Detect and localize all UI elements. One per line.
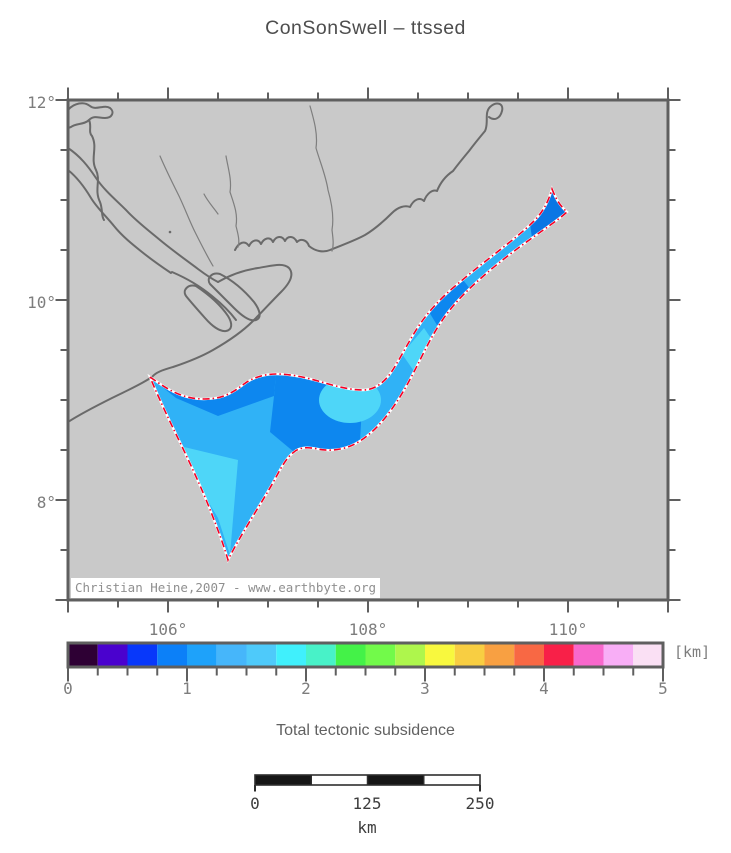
colorbar-segment bbox=[514, 643, 544, 667]
map-background bbox=[68, 100, 668, 600]
lon-label-108: 108° bbox=[348, 620, 388, 639]
scalebar-label-125: 125 bbox=[352, 794, 382, 813]
delta-channel-island bbox=[183, 284, 233, 333]
colorbar-segment bbox=[454, 643, 485, 667]
colorbar-tick-label-3: 3 bbox=[420, 679, 430, 698]
colorbar-segment bbox=[246, 643, 277, 667]
colorbar-segment bbox=[365, 643, 396, 667]
colorbar-segment bbox=[187, 643, 217, 667]
figure-title: ConSonSwell – ttssed bbox=[265, 17, 466, 39]
scalebar-segment bbox=[423, 775, 480, 785]
delta-channel bbox=[171, 271, 237, 321]
colorbar-segment bbox=[603, 643, 634, 667]
scalebar-label-250: 250 bbox=[465, 794, 495, 813]
colorbar-tick-label-2: 2 bbox=[301, 679, 311, 698]
colorbar-segment bbox=[335, 643, 366, 667]
lon-label-106: 106° bbox=[148, 620, 188, 639]
coastline-path bbox=[68, 376, 153, 423]
scalebar-segment bbox=[255, 775, 312, 785]
map-ticks bbox=[55, 87, 681, 613]
coastlines bbox=[68, 102, 504, 423]
coastline-path bbox=[68, 147, 219, 283]
river-path bbox=[203, 193, 219, 215]
colorbar-segment bbox=[425, 643, 455, 667]
colorbar-unit-label: [km] bbox=[674, 643, 711, 661]
lat-label-12: 12° bbox=[27, 93, 56, 112]
small-island bbox=[168, 230, 172, 234]
colorbar-segment bbox=[306, 643, 336, 667]
subsidence-region bbox=[148, 187, 569, 562]
colorbar-segment bbox=[573, 643, 604, 667]
lat-label-10: 10° bbox=[27, 293, 56, 312]
delta-channel-island bbox=[207, 272, 261, 322]
colorbar-segment bbox=[216, 643, 247, 667]
colorbar-tick-label-0: 0 bbox=[63, 679, 73, 698]
river-path bbox=[159, 155, 214, 267]
scalebar-segment bbox=[367, 775, 424, 785]
colorbar-segment bbox=[484, 643, 515, 667]
coastline-path bbox=[68, 102, 114, 129]
colorbar-segment bbox=[276, 643, 306, 667]
colorbar-segment bbox=[127, 643, 158, 667]
scalebar-frame bbox=[254, 774, 481, 786]
coastline-path-east bbox=[234, 102, 504, 253]
colorbar-segment bbox=[68, 643, 98, 667]
coastline-path-delta bbox=[151, 263, 293, 378]
scalebar-segment bbox=[311, 775, 368, 785]
colorbar-tick-label-4: 4 bbox=[539, 679, 549, 698]
colorbar-tick-label-1: 1 bbox=[182, 679, 192, 698]
colorbar-frame bbox=[66, 641, 665, 669]
coastline-path bbox=[68, 169, 172, 274]
lat-label-8: 8° bbox=[36, 493, 56, 512]
rivers bbox=[159, 105, 334, 267]
subsidence-caption: Total tectonic subsidence bbox=[276, 722, 455, 739]
colorbar-segment bbox=[395, 643, 425, 667]
colorbar-segment bbox=[633, 643, 663, 667]
colorbar-graphic bbox=[66, 641, 665, 682]
map-attribution: Christian Heine,2007 - www.earthbyte.org bbox=[71, 578, 381, 598]
map bbox=[55, 87, 681, 613]
lon-label-110: 110° bbox=[548, 620, 588, 639]
colorbar-segment bbox=[157, 643, 187, 667]
river-path bbox=[309, 105, 334, 252]
colorbar-tick-label-5: 5 bbox=[658, 679, 668, 698]
colorbar-segment bbox=[97, 643, 128, 667]
river-path bbox=[225, 155, 240, 248]
scalebar-graphic bbox=[254, 774, 481, 792]
coastline-path bbox=[88, 119, 105, 221]
scalebar-label-0: 0 bbox=[250, 794, 260, 813]
scalebar-unit-label: km bbox=[357, 818, 377, 837]
colorbar-segment bbox=[544, 643, 574, 667]
